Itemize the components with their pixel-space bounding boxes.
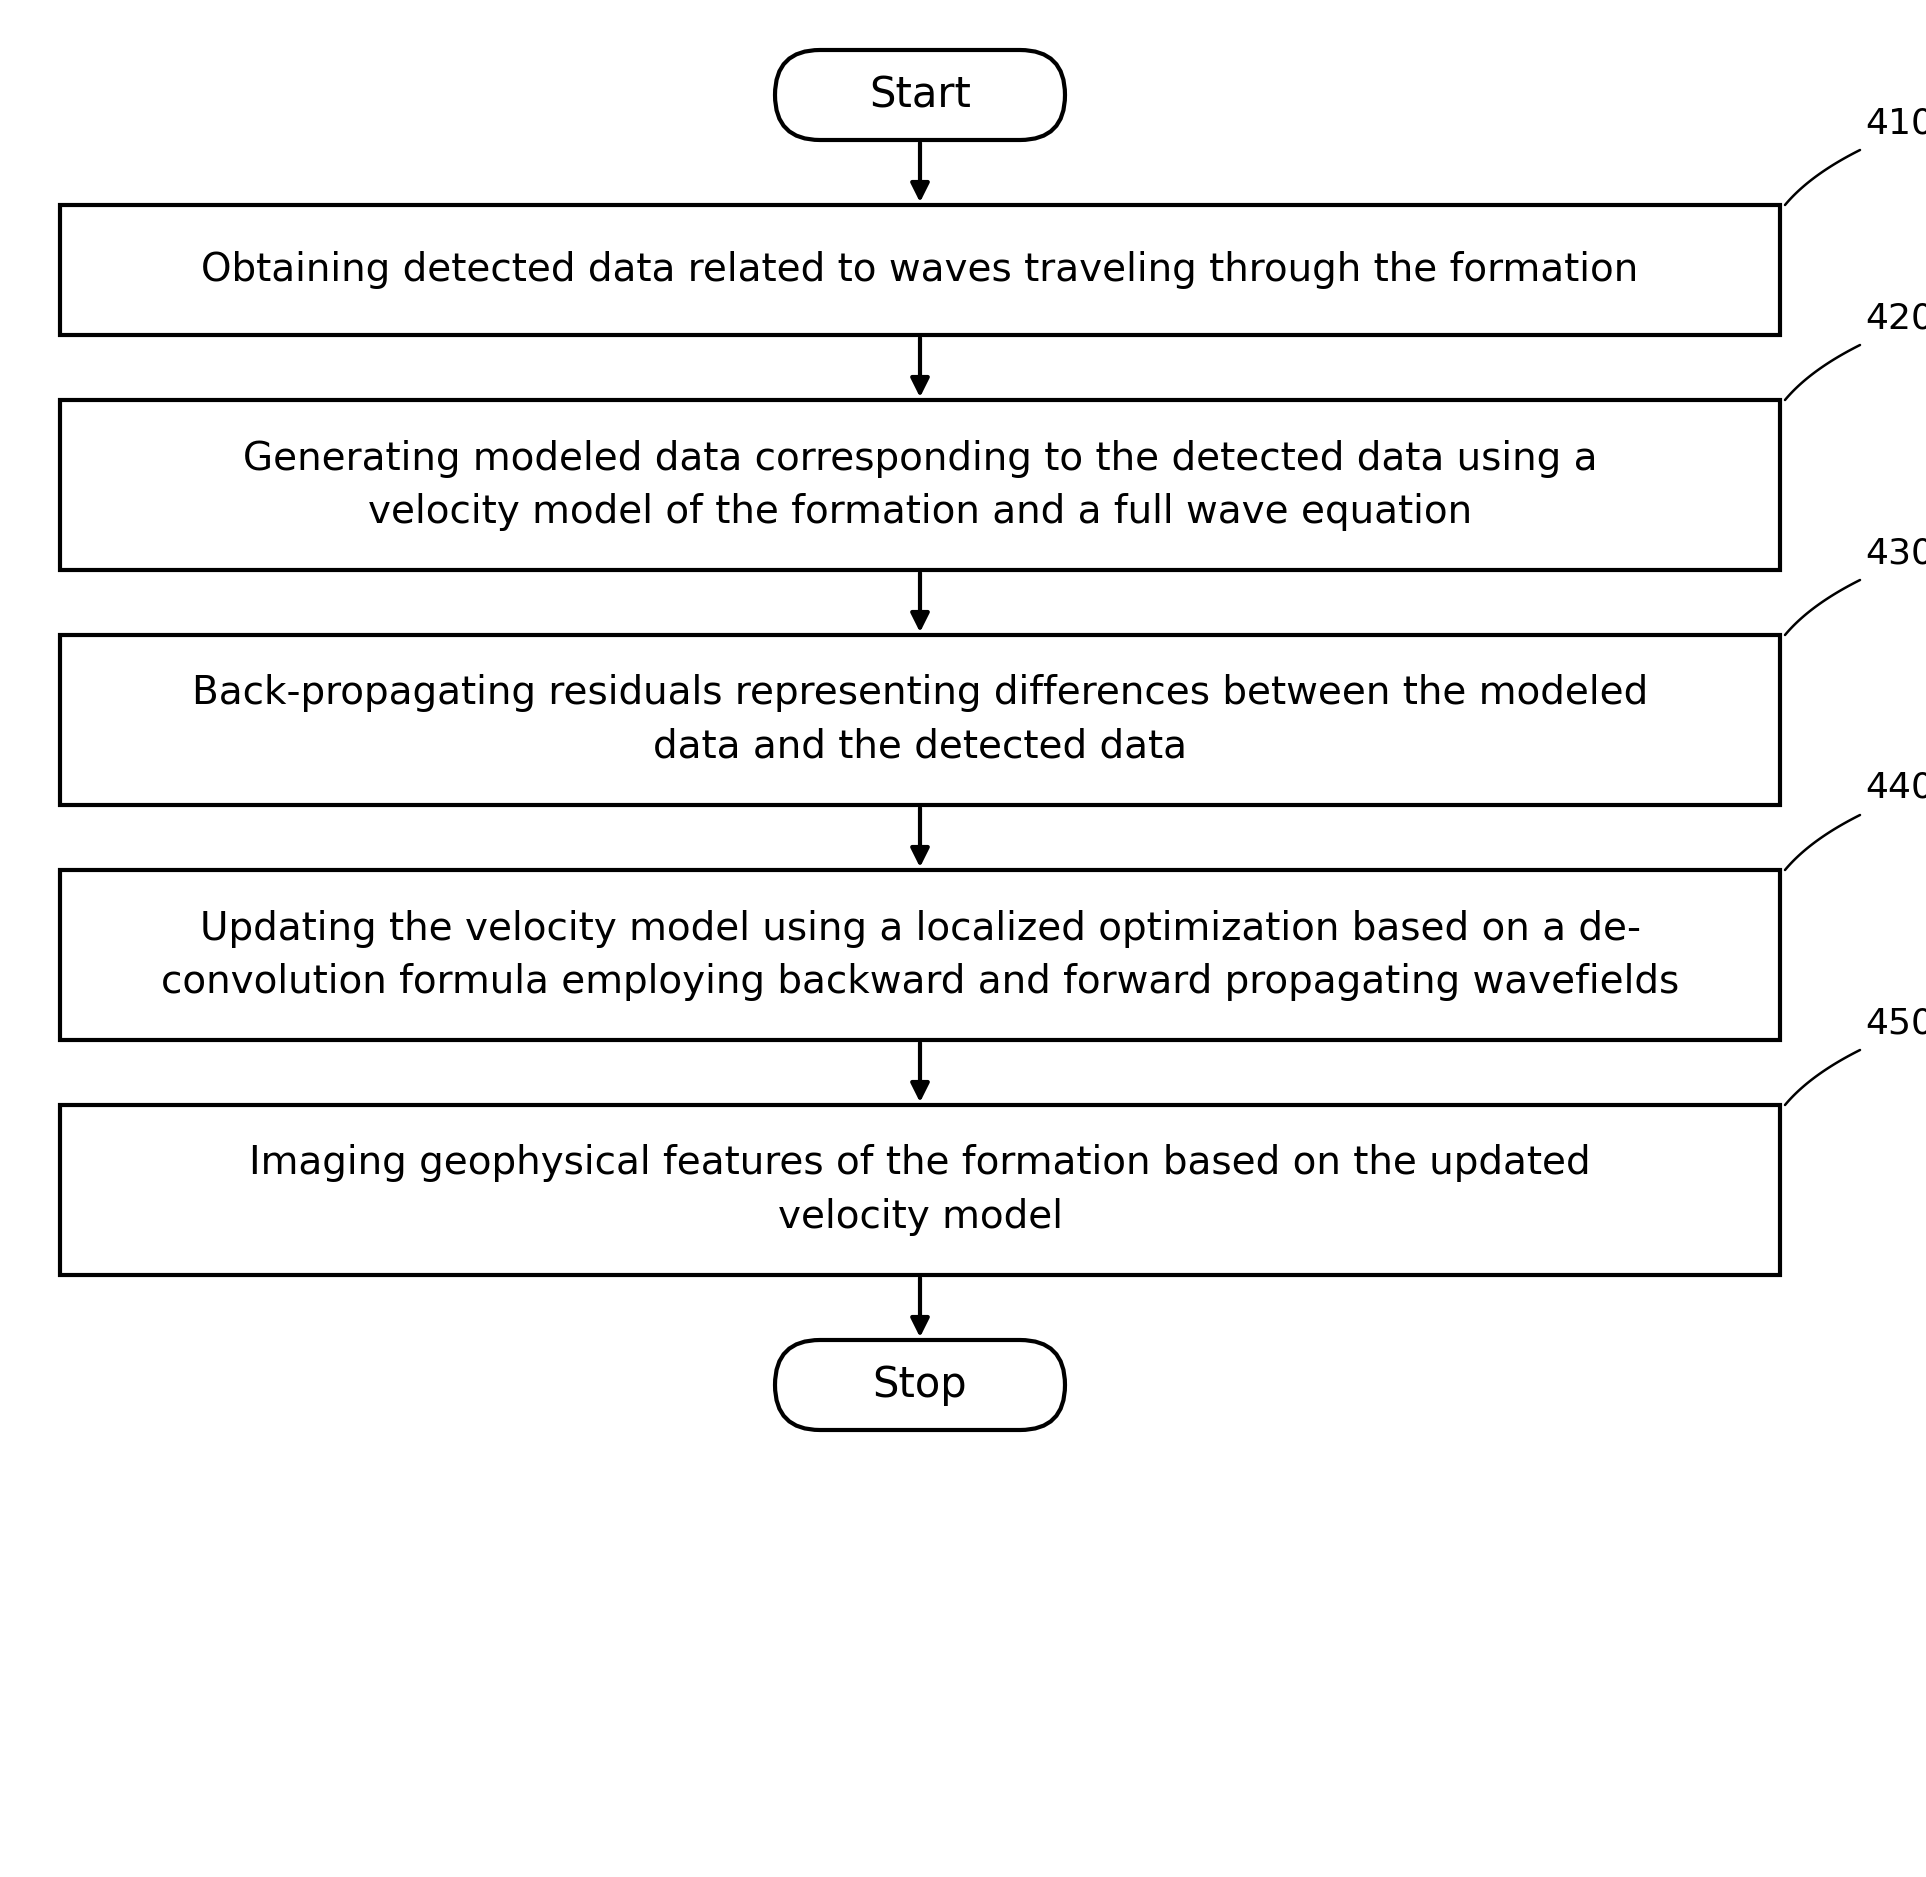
Bar (60, 634, 1780, 805)
Text: 410: 410 (1864, 105, 1926, 141)
FancyBboxPatch shape (774, 51, 1065, 141)
Text: 450: 450 (1864, 1006, 1926, 1040)
Text: Stop: Stop (872, 1365, 967, 1406)
Text: Back-propagating residuals representing differences between the modeled
data and: Back-propagating residuals representing … (193, 674, 1649, 766)
Text: 420: 420 (1864, 300, 1926, 334)
Bar (60, 871, 1780, 1040)
Text: 430: 430 (1864, 537, 1926, 571)
Bar (60, 400, 1780, 571)
Text: Generating modeled data corresponding to the detected data using a
velocity mode: Generating modeled data corresponding to… (243, 439, 1597, 531)
Text: Start: Start (869, 73, 971, 116)
Bar (60, 205, 1780, 334)
Text: Obtaining detected data related to waves traveling through the formation: Obtaining detected data related to waves… (202, 252, 1639, 289)
Text: Imaging geophysical features of the formation based on the updated
velocity mode: Imaging geophysical features of the form… (248, 1145, 1591, 1235)
FancyBboxPatch shape (774, 1340, 1065, 1430)
Text: 440: 440 (1864, 771, 1926, 805)
Text: Updating the velocity model using a localized optimization based on a de-
convol: Updating the velocity model using a loca… (162, 910, 1679, 1000)
Bar (60, 1106, 1780, 1274)
